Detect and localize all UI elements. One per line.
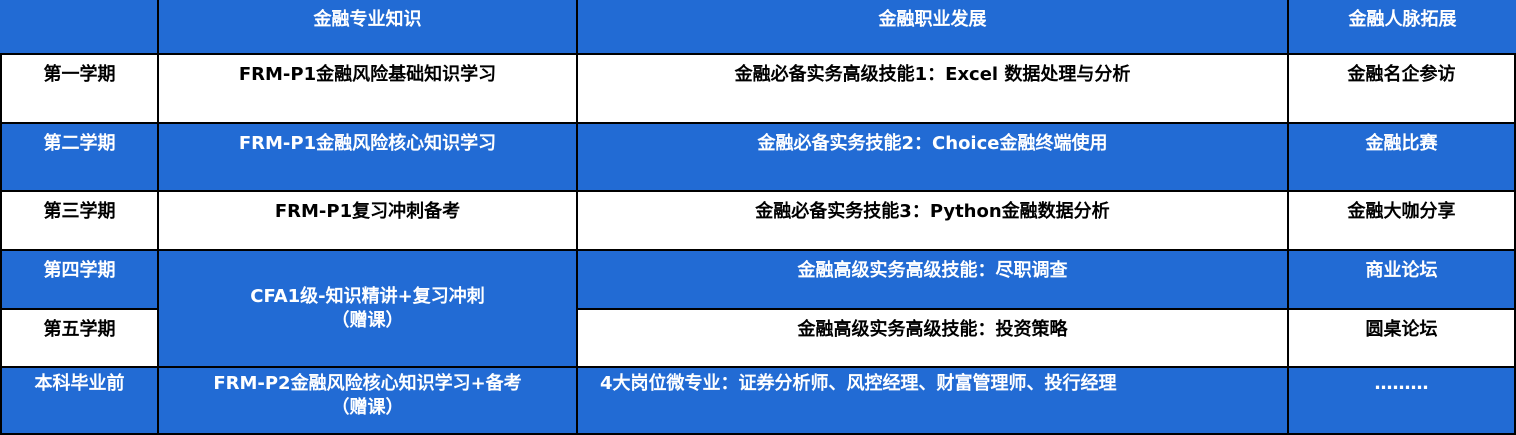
term-cell: 第二学期 xyxy=(2,124,157,190)
network-cell: ……… xyxy=(1289,368,1514,433)
term-cell: 第三学期 xyxy=(2,192,157,249)
network-cell: 金融比赛 xyxy=(1289,124,1514,190)
career-cell: 金融必备实务技能2：Choice金融终端使用 xyxy=(578,124,1287,190)
knowledge-cell: FRM-P2金融风险核心知识学习+备考 （赠课） xyxy=(159,368,576,433)
knowledge-text: CFA1级-知识精讲+复习冲刺 xyxy=(250,285,485,307)
knowledge-cell-merged: CFA1级-知识精讲+复习冲刺 （赠课） xyxy=(159,251,576,366)
career-cell: 金融必备实务高级技能1：Excel 数据处理与分析 xyxy=(578,55,1287,122)
network-cell: 圆桌论坛 xyxy=(1289,310,1514,366)
network-cell: 金融名企参访 xyxy=(1289,55,1514,122)
network-cell: 商业论坛 xyxy=(1289,251,1514,308)
header-knowledge: 金融专业知识 xyxy=(159,0,576,53)
header-network: 金融人脉拓展 xyxy=(1289,0,1516,53)
knowledge-cell: FRM-P1金融风险基础知识学习 xyxy=(159,55,576,122)
knowledge-cell: FRM-P1金融风险核心知识学习 xyxy=(159,124,576,190)
knowledge-cell: FRM-P1复习冲刺备考 xyxy=(159,192,576,249)
career-cell: 4大岗位微专业：证券分析师、风控经理、财富管理师、投行经理 xyxy=(578,368,1287,433)
term-cell: 本科毕业前 xyxy=(2,368,157,433)
term-cell: 第四学期 xyxy=(2,251,157,308)
career-cell: 金融高级实务高级技能：尽职调查 xyxy=(578,251,1287,308)
header-corner xyxy=(0,0,157,53)
network-cell: 金融大咖分享 xyxy=(1289,192,1514,249)
career-cell: 金融必备实务技能3：Python金融数据分析 xyxy=(578,192,1287,249)
knowledge-note: （赠课） xyxy=(331,309,404,331)
header-career: 金融职业发展 xyxy=(578,0,1287,53)
term-cell: 第一学期 xyxy=(2,55,157,122)
career-cell: 金融高级实务高级技能：投资策略 xyxy=(578,310,1287,366)
knowledge-text: FRM-P2金融风险核心知识学习+备考 xyxy=(213,373,522,394)
knowledge-note: （赠课） xyxy=(331,397,404,418)
term-cell: 第五学期 xyxy=(2,310,157,366)
